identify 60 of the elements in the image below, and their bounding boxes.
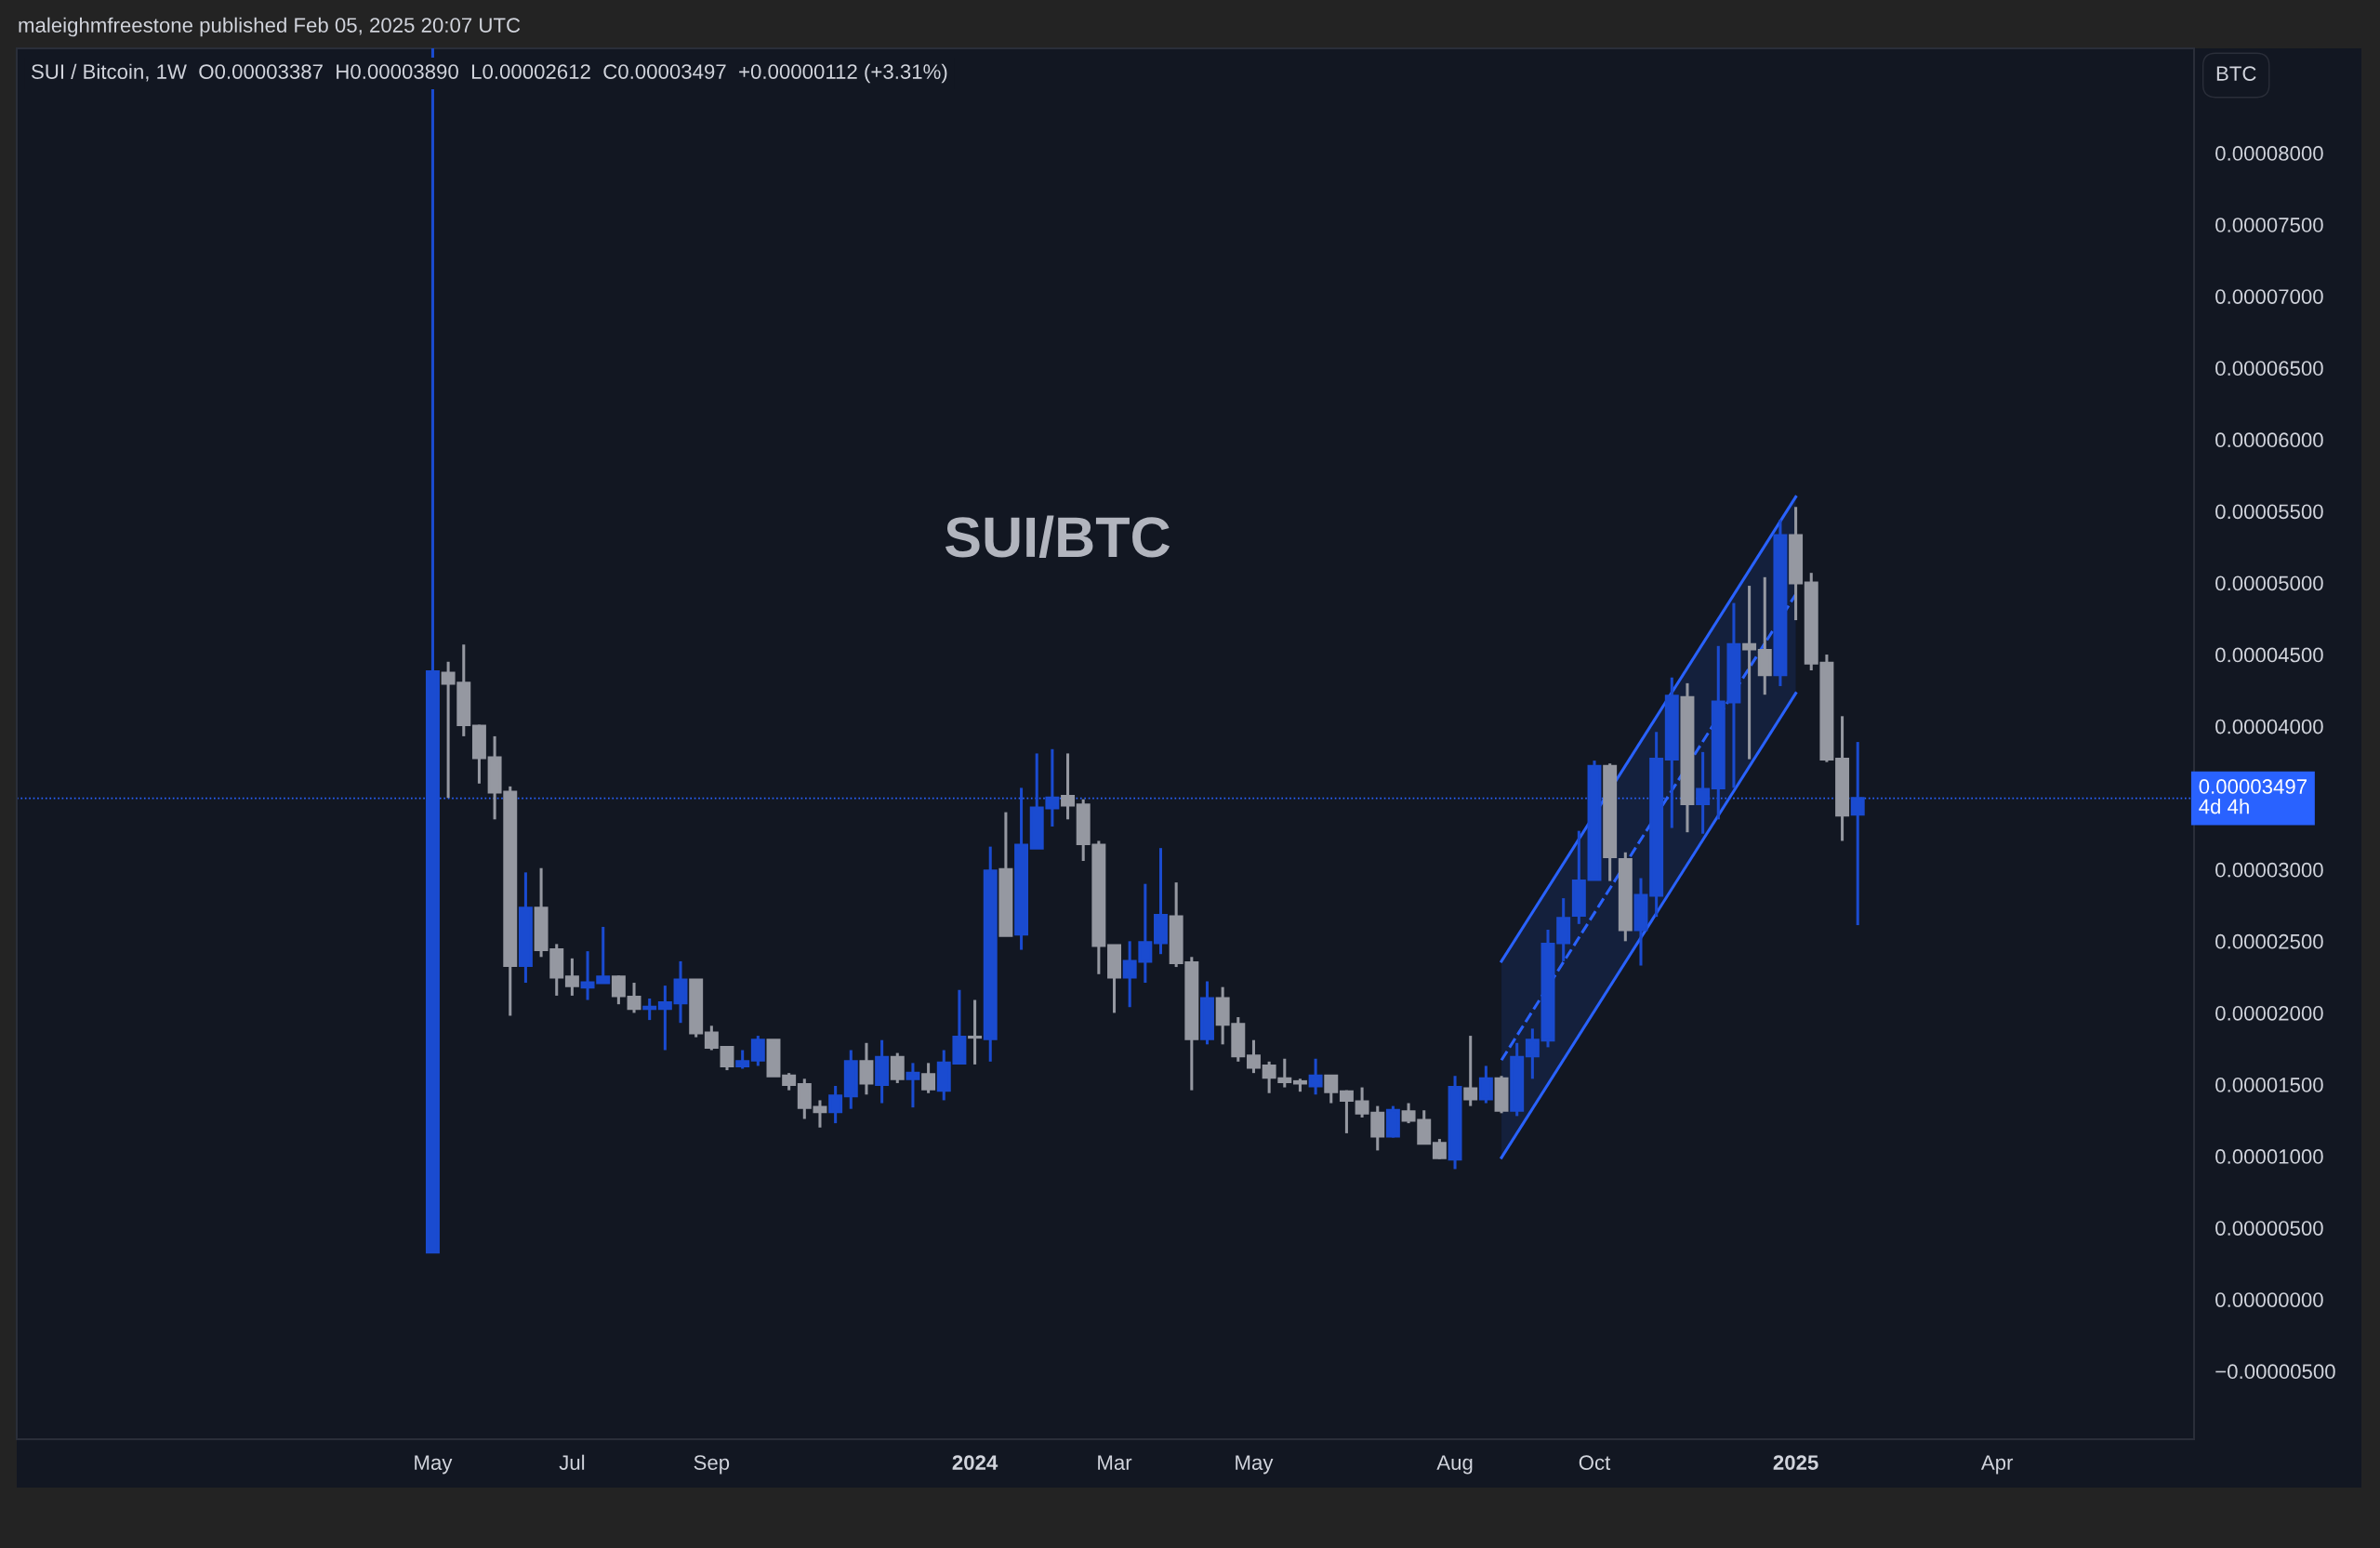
x-tick-label: Sep (694, 1455, 730, 1475)
candlestick (921, 1063, 936, 1093)
y-tick-label: 0.00001500 (2215, 1078, 2323, 1092)
y-tick-label: 0.00002500 (2215, 933, 2323, 949)
candlestick (859, 1041, 874, 1095)
x-tick-label: Aug (1436, 1455, 1473, 1475)
x-tick-label: Jul (559, 1454, 585, 1470)
candlestick (782, 1073, 797, 1091)
candlestick (1696, 750, 1711, 834)
candlestick (968, 999, 983, 1065)
y-tick-label: 0.00000500 (2215, 1221, 2323, 1236)
y-tick-label: 0.00008000 (2215, 146, 2323, 161)
x-tick-label: May (1236, 1455, 1274, 1475)
x-tick-label: 2024 (952, 1455, 998, 1470)
ref-line-label: 0.00003497 4d 4h (2199, 779, 2307, 814)
candlestick (1850, 742, 1865, 927)
y-tick-label: 0.00006000 (2215, 432, 2323, 448)
y-tick-label: 0.00005500 (2215, 504, 2323, 520)
y-tick-label: −0.00000500 (2215, 1364, 2335, 1380)
candlestick (750, 1036, 765, 1066)
text: SUI / Bitcoin, 1W O0.00003387 H0.00003890 L0.00002612 C0.00003497 +0.00000112 (+3.31%) (32, 63, 947, 84)
x-tick-label: Oct (1579, 1455, 1611, 1470)
candlestick (704, 1025, 719, 1051)
candlestick (906, 1063, 920, 1109)
x-tick-label: 2025 (1773, 1455, 1818, 1470)
text: SUI/BTC (945, 515, 1170, 559)
candlestick (657, 986, 672, 1051)
candlestick (735, 1050, 750, 1069)
candlestick (1525, 1028, 1540, 1079)
candlestick (627, 983, 641, 1013)
x-tick-label: May (415, 1455, 453, 1475)
candlestick (1339, 1090, 1354, 1133)
y-tick-label: 0.00004500 (2215, 647, 2323, 663)
y-tick-label: 0.00004000 (2215, 719, 2323, 734)
candlestick (890, 1052, 905, 1083)
candlestick (611, 975, 626, 1006)
y-tick-label: 0.00007500 (2215, 218, 2323, 232)
candlestick (1308, 1058, 1323, 1095)
candlestick (1246, 1039, 1261, 1075)
y-tick-label: 0.00007000 (2215, 289, 2323, 304)
candlestick (642, 999, 657, 1022)
x-tick-label: Apr (1980, 1455, 2014, 1475)
candlestick (1061, 753, 1076, 820)
y-tick-label: 0.00005000 (2215, 576, 2323, 591)
candlestick (828, 1086, 843, 1125)
candlestick (564, 957, 579, 996)
candlestick (1324, 1074, 1339, 1104)
candlestick (1463, 1036, 1478, 1106)
candlestick (1432, 1139, 1447, 1159)
text: BTC (2216, 66, 2256, 81)
y-tick-label: 0.00006500 (2215, 361, 2323, 377)
candlestick (1478, 1065, 1493, 1104)
candlestick (720, 1045, 734, 1072)
y-tick-label: 0.00000000 (2215, 1292, 2323, 1307)
candlestick (1742, 586, 1757, 760)
x-tick-label: Mar (1098, 1455, 1132, 1470)
y-tick-label: 0.00001000 (2215, 1149, 2323, 1164)
y-tick-label: 0.00003000 (2215, 862, 2323, 878)
text: maleighmfreestone published Feb 05, 2025 20:07 UTC (19, 17, 521, 37)
y-tick-label: 0.00002000 (2215, 1005, 2323, 1021)
